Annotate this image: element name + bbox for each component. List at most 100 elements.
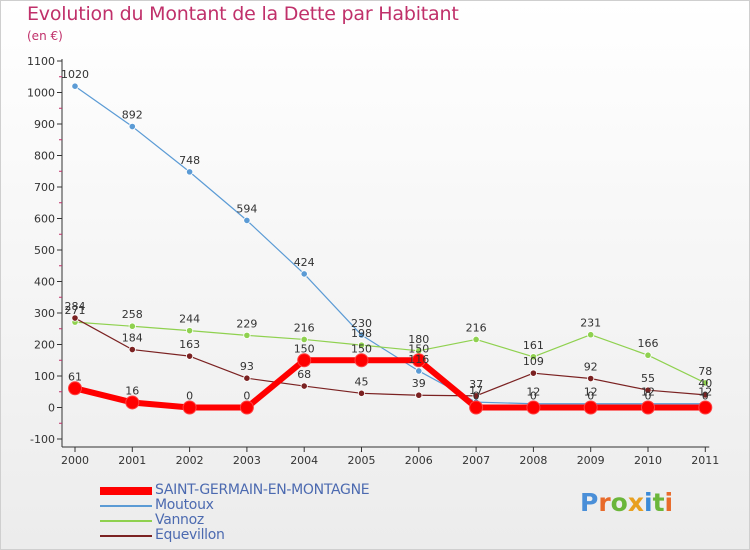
data-label: 0 [186, 390, 193, 403]
data-label: 109 [523, 355, 544, 368]
legend-label: SAINT-GERMAIN-EN-MONTAGNE [155, 482, 370, 498]
data-label: 180 [408, 333, 429, 346]
series-line [74, 321, 706, 384]
data-label: 150 [294, 342, 315, 355]
legend-swatch [100, 520, 152, 522]
logo-letter: i [644, 488, 653, 517]
data-point [128, 345, 136, 354]
x-tick-label: 2001 [118, 454, 146, 467]
data-label: 892 [122, 109, 143, 122]
x-tick-label: 2008 [519, 454, 547, 467]
data-label: 0 [587, 390, 594, 403]
data-label: 78 [698, 365, 712, 378]
legend-label: Vannoz [155, 512, 204, 528]
x-tick-label: 2009 [577, 454, 605, 467]
data-label: 17 [469, 384, 483, 397]
data-point [300, 382, 308, 390]
y-tick-label: 1000 [27, 87, 55, 100]
data-label: 55 [641, 372, 655, 385]
data-label: 161 [523, 339, 544, 352]
legend-swatch [100, 487, 152, 495]
data-label: 231 [580, 317, 601, 330]
data-point [128, 322, 136, 330]
data-label: 748 [179, 154, 200, 167]
legend-swatch [100, 535, 152, 537]
data-label: 93 [240, 360, 254, 373]
data-point [357, 331, 366, 339]
data-label: 198 [351, 327, 372, 340]
data-point [529, 353, 538, 361]
data-label: 258 [122, 308, 143, 321]
data-label: 39 [412, 377, 426, 390]
data-point [357, 389, 366, 397]
data-point [644, 351, 652, 359]
chart-subtitle: (en €) [27, 29, 63, 43]
y-tick-label: 300 [34, 307, 55, 320]
data-label: 0 [530, 390, 537, 403]
data-point [415, 391, 423, 399]
x-tick-label: 2010 [634, 454, 662, 467]
x-tick-label: 2007 [462, 454, 490, 467]
x-tick-label: 2006 [405, 454, 433, 467]
data-point [526, 400, 541, 415]
data-label: 92 [584, 361, 598, 374]
data-point [587, 374, 595, 383]
data-point [300, 335, 308, 344]
proxiti-logo: Proxiti [580, 488, 673, 517]
logo-letter: t [652, 488, 665, 517]
data-label: 0 [645, 390, 652, 403]
data-label: 594 [236, 202, 257, 215]
data-point [644, 386, 652, 394]
y-tick-label: 1100 [27, 55, 55, 68]
data-label: 216 [466, 321, 487, 334]
data-point [587, 331, 595, 339]
x-tick-label: 2004 [290, 454, 318, 467]
y-tick-label: 200 [34, 339, 55, 352]
legend-label: Moutoux [155, 497, 214, 513]
x-tick-label: 2003 [233, 454, 261, 467]
y-tick-label: 800 [34, 150, 55, 163]
data-label: 166 [638, 337, 659, 350]
data-point [357, 341, 366, 349]
data-point [71, 314, 79, 322]
logo-letter: i [664, 488, 674, 517]
logo-letter: P [580, 488, 599, 517]
data-point [297, 353, 312, 368]
logo-letter: x [627, 488, 644, 517]
data-point [472, 335, 480, 344]
logo-letter: o [610, 488, 628, 517]
data-point [529, 369, 538, 377]
data-point [701, 391, 709, 399]
legend-swatch [100, 505, 152, 507]
data-label: 12 [584, 386, 598, 399]
data-label: 116 [408, 353, 429, 366]
data-label: 271 [65, 304, 86, 317]
x-tick-label: 2011 [691, 454, 719, 467]
data-point [243, 331, 251, 339]
data-label: 163 [179, 338, 200, 351]
data-point [239, 400, 254, 415]
y-tick-label: 900 [34, 118, 55, 131]
series-line [74, 317, 706, 397]
data-point [583, 400, 598, 415]
data-label: 216 [294, 321, 315, 334]
data-point [186, 168, 194, 176]
data-point [472, 392, 480, 400]
data-label: 1020 [61, 68, 89, 81]
logo-letter: r [598, 488, 611, 517]
data-label: 184 [122, 332, 143, 345]
series-line [74, 85, 706, 405]
y-tick-label: -100 [30, 433, 55, 446]
data-label: 150 [351, 342, 372, 355]
data-label: 230 [351, 317, 372, 330]
data-point [698, 400, 713, 415]
data-point [68, 381, 82, 396]
data-point [701, 379, 709, 387]
data-point [415, 367, 423, 375]
data-label: 61 [68, 370, 82, 383]
data-point [411, 353, 426, 368]
data-point [125, 395, 140, 410]
data-label: 424 [294, 256, 315, 269]
legend-label: Equevillon [155, 527, 225, 543]
